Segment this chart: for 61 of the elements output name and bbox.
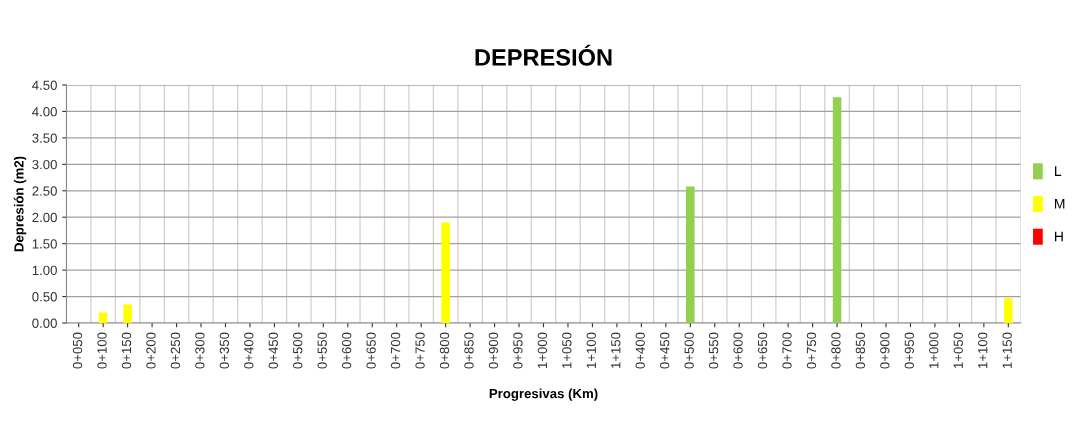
x-tick-label: 0+850 xyxy=(464,332,474,369)
chart-title: DEPRESIÓN xyxy=(475,44,612,66)
legend-label: M xyxy=(1055,199,1065,209)
x-tick-label: 0+600 xyxy=(341,332,352,369)
x-tick-label: 0+950 xyxy=(904,332,914,369)
x-tick-label: 1+150 xyxy=(611,332,621,369)
bar xyxy=(441,222,450,323)
x-tick-label: 1+100 xyxy=(586,332,596,369)
bar xyxy=(832,97,842,323)
y-tick-label: 3.50 xyxy=(32,133,57,143)
y-tick-label: 2.50 xyxy=(32,186,57,196)
x-tick-label: 0+650 xyxy=(757,332,768,369)
x-tick-label: 0+450 xyxy=(268,332,278,369)
y-tick-label: 3.00 xyxy=(32,159,57,170)
x-tick-label: 0+150 xyxy=(121,332,132,369)
x-tick-label: 0+500 xyxy=(293,332,303,369)
x-tick-label: 0+250 xyxy=(170,332,181,369)
x-tick-label: 0+700 xyxy=(390,332,401,369)
x-tick-label: 0+550 xyxy=(708,332,719,369)
x-tick-label: 0+350 xyxy=(219,332,230,369)
x-tick-label: 0+600 xyxy=(733,332,743,369)
x-tick-label: 1+000 xyxy=(929,332,939,369)
x-tick-label: 0+550 xyxy=(317,332,327,369)
x-tick-label: 1+000 xyxy=(537,332,548,369)
x-tick-label: 0+850 xyxy=(855,332,866,369)
x-tick-label: 0+100 xyxy=(97,332,107,369)
x-tick-label: 1+050 xyxy=(562,332,572,369)
bar xyxy=(123,304,132,323)
y-tick-label: 4.00 xyxy=(32,107,57,117)
x-axis-title: Progresivas (Km) xyxy=(489,388,598,401)
y-tick-label: 1.50 xyxy=(32,239,57,249)
x-tick-label: 0+400 xyxy=(244,332,254,369)
x-tick-label: 0+950 xyxy=(513,332,523,369)
x-tick-label: 0+200 xyxy=(146,332,156,369)
bar xyxy=(98,312,108,323)
x-tick-label: 0+400 xyxy=(635,332,645,369)
y-tick-label: 4.50 xyxy=(32,80,57,90)
x-tick-label: 0+450 xyxy=(660,332,670,369)
x-tick-label: 0+800 xyxy=(439,332,450,369)
y-tick-label: 0.50 xyxy=(32,292,57,302)
x-tick-label: 1+050 xyxy=(953,332,963,369)
legend-label: L xyxy=(1055,166,1062,176)
x-tick-label: 0+900 xyxy=(488,332,499,369)
y-tick-label: 1.00 xyxy=(32,265,57,276)
x-tick-label: 0+900 xyxy=(880,332,890,369)
x-tick-label: 1+150 xyxy=(1002,332,1012,369)
x-tick-label: 0+750 xyxy=(415,332,425,369)
y-tick-label: 2.00 xyxy=(32,212,57,223)
x-tick-label: 0+750 xyxy=(806,332,817,369)
x-tick-label: 0+650 xyxy=(366,332,376,369)
x-tick-label: 0+700 xyxy=(782,332,792,369)
x-tick-label: 0+800 xyxy=(831,332,841,369)
y-tick-label: 0.00 xyxy=(32,318,57,328)
x-tick-label: 0+300 xyxy=(195,332,205,369)
bar xyxy=(1004,298,1013,323)
x-tick-label: 1+100 xyxy=(978,332,988,369)
x-tick-label: 0+500 xyxy=(684,332,694,369)
legend-label: H xyxy=(1055,231,1063,242)
x-tick-label: 0+050 xyxy=(72,332,83,369)
y-axis-title: Depresión (m2) xyxy=(13,156,27,252)
bar xyxy=(686,186,695,323)
